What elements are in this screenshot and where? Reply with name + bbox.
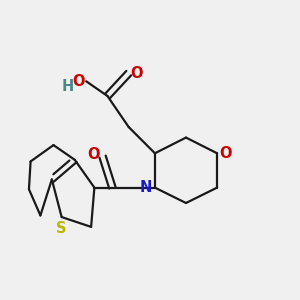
Text: H: H <box>61 80 74 94</box>
Text: O: O <box>72 74 85 89</box>
Text: O: O <box>130 66 143 81</box>
Text: O: O <box>220 146 232 161</box>
Text: S: S <box>56 221 67 236</box>
Text: N: N <box>140 180 152 195</box>
Text: O: O <box>87 147 100 162</box>
